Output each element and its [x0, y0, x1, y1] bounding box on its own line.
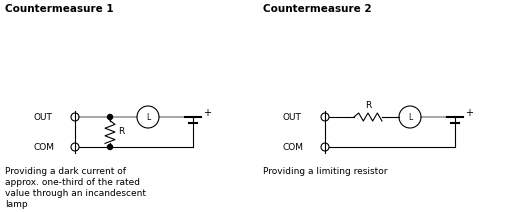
Text: Providing a dark current of
approx. one-third of the rated
value through an inca: Providing a dark current of approx. one-…: [5, 167, 146, 209]
Text: R: R: [118, 127, 124, 137]
Text: COM: COM: [282, 142, 304, 152]
Text: +: +: [203, 108, 211, 118]
Text: COM: COM: [34, 142, 55, 152]
Text: Countermeasure 2: Countermeasure 2: [263, 4, 371, 14]
Text: R: R: [364, 102, 370, 110]
Text: Countermeasure 1: Countermeasure 1: [5, 4, 114, 14]
Circle shape: [107, 145, 112, 149]
Text: OUT: OUT: [282, 113, 301, 121]
Text: OUT: OUT: [34, 113, 53, 121]
Text: L: L: [145, 113, 150, 121]
Text: Providing a limiting resistor: Providing a limiting resistor: [263, 167, 387, 176]
Text: +: +: [464, 108, 472, 118]
Circle shape: [107, 114, 112, 120]
Text: L: L: [407, 113, 411, 121]
